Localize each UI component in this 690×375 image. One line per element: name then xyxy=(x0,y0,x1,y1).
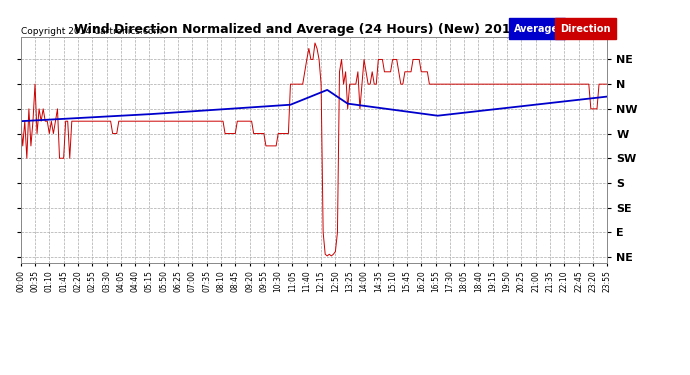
Text: Average: Average xyxy=(514,24,559,34)
Text: Direction: Direction xyxy=(560,24,611,34)
Title: Wind Direction Normalized and Average (24 Hours) (New) 20140915: Wind Direction Normalized and Average (2… xyxy=(74,23,554,36)
Text: Copyright 2014 Cartronics.com: Copyright 2014 Cartronics.com xyxy=(21,27,162,36)
